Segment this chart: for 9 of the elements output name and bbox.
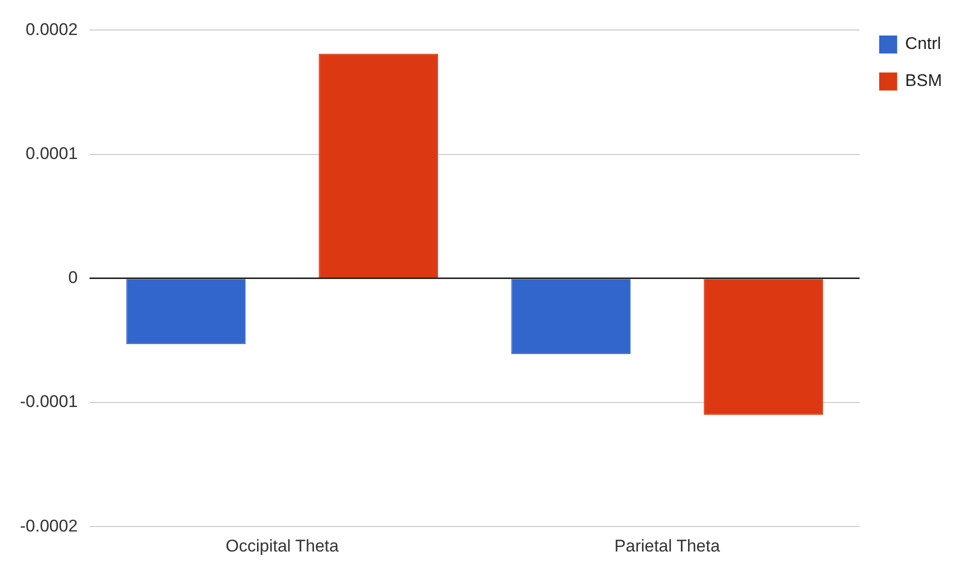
y-tick-label: 0 — [68, 268, 78, 288]
legend-label: Cntrl — [905, 34, 942, 54]
y-tick-label: 0.0001 — [26, 144, 78, 163]
x-tick-label: Parietal Theta — [614, 536, 720, 556]
legend-label: BSM — [905, 71, 942, 90]
y-tick-label: -0.0002 — [20, 516, 78, 536]
y-tick-label: -0.0001 — [20, 392, 78, 412]
y-tick-label: 0.0002 — [26, 20, 78, 39]
x-tick-label: Occipital Theta — [226, 536, 340, 556]
